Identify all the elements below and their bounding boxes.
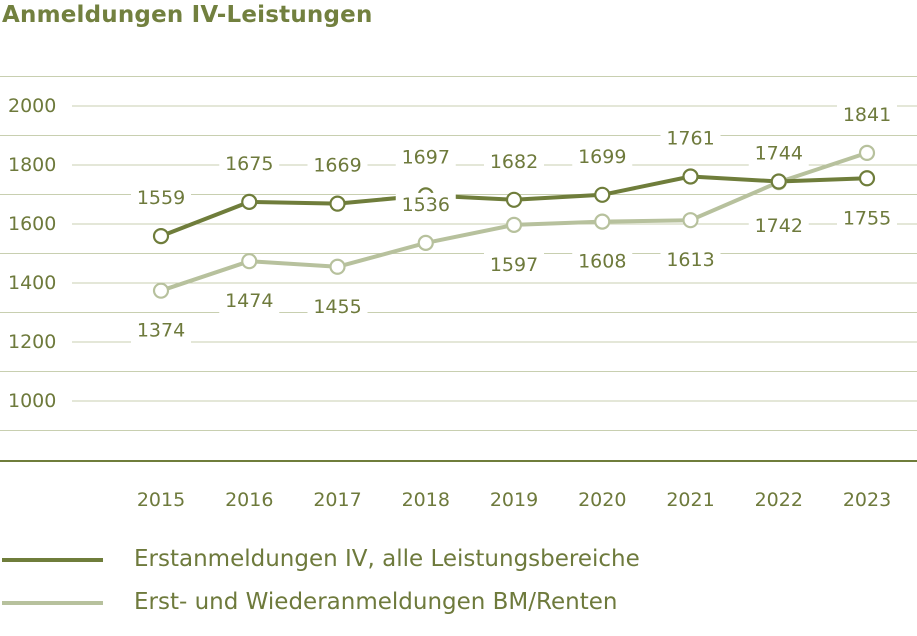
data-point (417, 234, 434, 251)
data-label-bg (131, 186, 191, 211)
data-label: 1699 (578, 146, 626, 168)
data-label: 1755 (843, 207, 891, 229)
x-tick-label: 2021 (666, 489, 714, 511)
data-point (241, 193, 258, 210)
data-label-bg (484, 252, 544, 277)
data-point (329, 195, 346, 212)
legend-swatch-light-line (2, 601, 103, 605)
data-label-bg (748, 214, 809, 239)
data-label: 1559 (137, 187, 185, 209)
data-point (770, 173, 787, 190)
x-tick-label: 2019 (490, 489, 538, 511)
data-point (682, 168, 699, 185)
data-label-bg (307, 153, 368, 178)
data-label-bg (837, 206, 897, 231)
data-label: 1682 (490, 151, 538, 173)
y-tick-label: 1000 (8, 390, 56, 412)
data-point (858, 144, 876, 162)
x-tick-label: 2018 (402, 489, 450, 511)
x-tick-label: 2022 (755, 489, 803, 511)
x-tick-label: 2020 (578, 489, 626, 511)
data-label-bg (395, 145, 456, 170)
data-label: 1455 (313, 296, 361, 318)
legend-item-wiederanmeldungen: Erst- und Wiederanmeldungen BM/Renten (0, 587, 917, 617)
data-label: 1675 (225, 153, 273, 175)
data-point (505, 191, 523, 208)
data-label-bg (307, 294, 368, 319)
data-label: 1474 (225, 290, 273, 312)
data-point (241, 253, 258, 270)
chart-title: Anmeldungen IV-Leistungen (2, 2, 373, 28)
legend-label-wiederanmeldungen: Erst- und Wiederanmeldungen BM/Renten (134, 589, 618, 615)
x-tick-label: 2016 (225, 489, 273, 511)
data-label: 1374 (137, 320, 185, 342)
line-chart: 1000 1200 1400 1600 1800 2000 2015 2016 2017 2018… (0, 76, 917, 511)
y-tick-label: 1800 (8, 154, 56, 176)
data-point (682, 212, 699, 229)
legend-swatch-dark-line (2, 558, 103, 562)
y-tick-label: 1400 (8, 272, 56, 294)
data-label: 1742 (755, 215, 803, 237)
data-point (152, 282, 170, 299)
data-label-bg (131, 318, 191, 343)
data-point (858, 170, 876, 187)
data-label-bg (748, 141, 809, 166)
data-label-bg (572, 249, 633, 274)
data-label: 1669 (313, 155, 361, 177)
y-tick-label: 1600 (8, 213, 56, 235)
data-point (594, 186, 611, 203)
data-label-bg (219, 289, 280, 314)
data-label: 1597 (490, 254, 538, 276)
data-label-bg (395, 192, 456, 217)
data-label-bg (219, 151, 280, 176)
data-point (152, 227, 170, 245)
data-label-bg (484, 149, 544, 174)
x-tick-label: 2023 (843, 489, 891, 511)
data-label: 1761 (666, 128, 714, 150)
x-tick-label: 2015 (137, 489, 185, 511)
y-tick-label: 2000 (8, 95, 56, 117)
data-label: 1613 (666, 249, 714, 271)
data-label: 1744 (755, 143, 803, 165)
data-point (594, 213, 611, 230)
data-label: 1697 (402, 146, 450, 168)
y-tick-label: 1200 (8, 331, 56, 353)
data-point (329, 258, 346, 275)
data-label-bg (660, 126, 721, 151)
data-label-bg (572, 144, 633, 169)
data-label-bg (660, 248, 721, 273)
data-label: 1536 (402, 194, 450, 216)
data-label: 1608 (578, 251, 626, 273)
legend-item-erstanmeldungen: Erstanmeldungen IV, alle Leistungsbereic… (0, 544, 917, 574)
x-tick-label: 2017 (313, 489, 361, 511)
legend-label-erstanmeldungen: Erstanmeldungen IV, alle Leistungsbereic… (134, 546, 640, 572)
data-point (505, 216, 523, 233)
data-label-bg (837, 102, 897, 127)
data-label: 1841 (843, 104, 891, 126)
